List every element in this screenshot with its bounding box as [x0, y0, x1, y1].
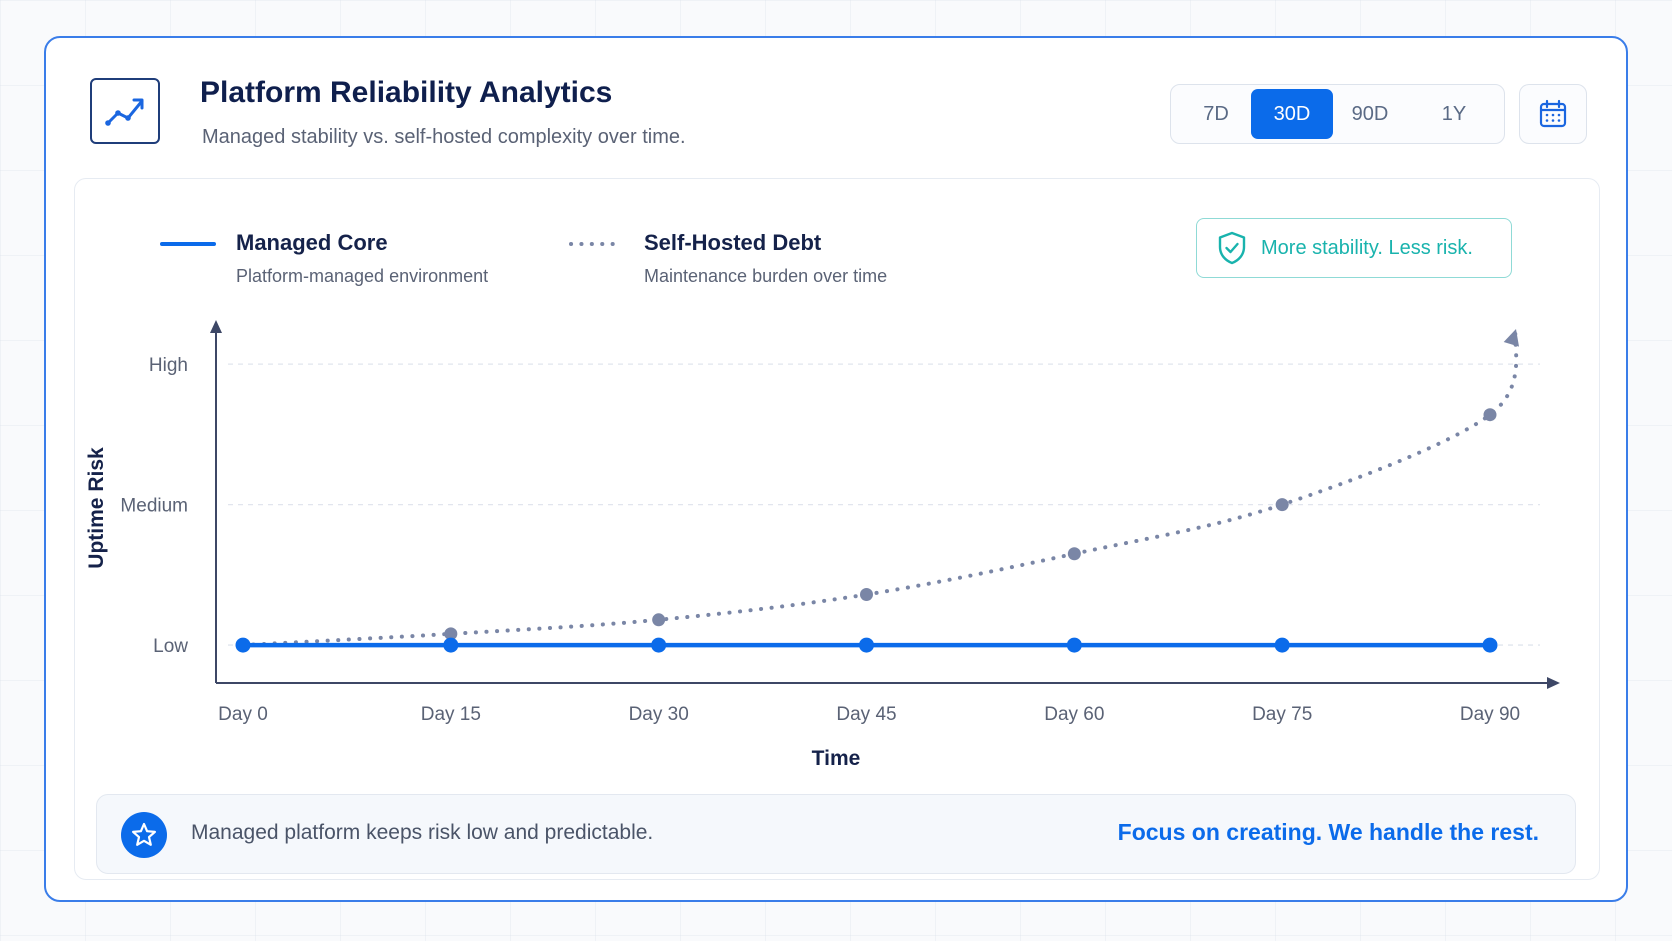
self-hosted-debt-point [1067, 547, 1081, 561]
managed-core-point [1482, 637, 1498, 653]
legend-solid-line-icon [160, 242, 216, 246]
time-range-selector: 7D 30D 90D 1Y [1170, 84, 1505, 144]
x-tick-label: Day 0 [218, 704, 268, 725]
y-tick-label: Low [153, 636, 188, 657]
x-tick-label: Day 30 [629, 704, 689, 725]
self-hosted-debt-arrow [1503, 329, 1520, 347]
y-tick-label: Medium [120, 496, 188, 517]
legend-self-hosted-debt-label: Self-Hosted Debt [644, 230, 822, 255]
x-tick-label: Day 15 [421, 704, 481, 725]
self-hosted-debt-point [1275, 498, 1289, 512]
x-tick-label: Day 75 [1252, 704, 1312, 725]
legend-dotted-line-icon [569, 242, 625, 246]
managed-core-point [235, 637, 251, 653]
legend-managed-core-label: Managed Core [236, 230, 388, 255]
legend-self-hosted-debt-description: Maintenance burden over time [644, 266, 888, 286]
y-axis-arrow [210, 320, 222, 333]
y-axis-title: Uptime Risk [85, 447, 108, 569]
legend-managed-core-description: Platform-managed environment [236, 266, 489, 286]
self-hosted-debt-point [444, 627, 458, 641]
range-30d-button[interactable]: 30D [1251, 89, 1333, 139]
footer-banner: Managed platform keeps risk low and pred… [96, 794, 1576, 874]
shield-check-icon [1218, 231, 1246, 265]
self-hosted-debt-point [652, 613, 666, 627]
range-1y-button[interactable]: 1Y [1441, 102, 1467, 125]
chart-panel [74, 178, 1600, 880]
range-7d-button[interactable]: 7D [1203, 102, 1229, 125]
managed-core-point [651, 637, 667, 653]
calendar-icon [1539, 99, 1567, 128]
x-tick-label: Day 45 [836, 704, 896, 725]
y-tick-label: High [149, 355, 188, 376]
range-90d-button[interactable]: 90D [1351, 102, 1389, 125]
page-title: Platform Reliability Analytics [200, 76, 613, 109]
footer-message: Managed platform keeps risk low and pred… [191, 821, 654, 844]
stability-badge: More stability. Less risk. [1196, 218, 1512, 278]
x-axis-arrow [1547, 677, 1560, 689]
x-axis-title: Time [812, 747, 861, 770]
managed-core-point [1274, 637, 1290, 653]
star-icon [121, 812, 167, 858]
self-hosted-debt-line [241, 327, 1519, 648]
managed-core-point [443, 637, 459, 653]
managed-core-point [859, 637, 874, 653]
self-hosted-debt-point [1483, 408, 1497, 422]
calendar-button[interactable] [1519, 84, 1587, 144]
page-subtitle: Managed stability vs. self-hosted comple… [202, 126, 686, 148]
trend-line-icon [90, 78, 160, 144]
analytics-card: Platform Reliability Analytics Managed s… [44, 36, 1628, 902]
footer-cta-link[interactable]: Focus on creating. We handle the rest. [1117, 819, 1539, 845]
x-tick-label: Day 60 [1044, 704, 1104, 725]
badge-text: More stability. Less risk. [1261, 236, 1473, 259]
x-tick-label: Day 90 [1460, 704, 1520, 725]
self-hosted-debt-point [860, 588, 873, 602]
managed-core-point [1066, 637, 1082, 653]
